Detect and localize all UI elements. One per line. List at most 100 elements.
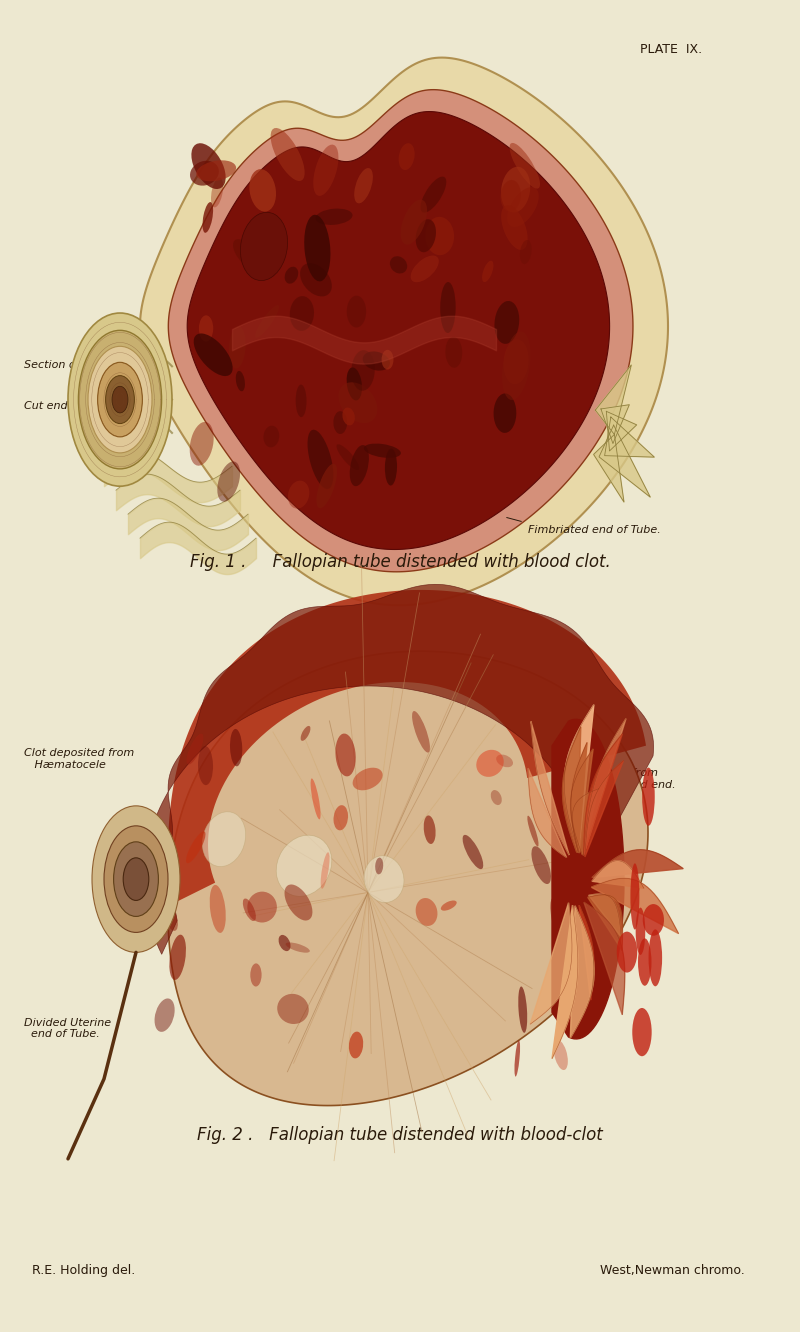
- Ellipse shape: [649, 930, 662, 986]
- Ellipse shape: [300, 264, 332, 297]
- Ellipse shape: [410, 256, 438, 282]
- Ellipse shape: [364, 855, 404, 903]
- Ellipse shape: [462, 835, 483, 870]
- Ellipse shape: [346, 296, 366, 328]
- Text: Fig. 2 .   Fallopian tube distended with blood-clot: Fig. 2 . Fallopian tube distended with b…: [197, 1126, 603, 1144]
- Ellipse shape: [229, 326, 246, 369]
- Ellipse shape: [296, 385, 306, 417]
- Polygon shape: [606, 412, 637, 452]
- Circle shape: [88, 346, 152, 453]
- Polygon shape: [531, 722, 569, 855]
- Ellipse shape: [321, 852, 330, 888]
- Ellipse shape: [286, 943, 310, 952]
- Ellipse shape: [236, 370, 245, 392]
- Ellipse shape: [496, 754, 513, 767]
- Text: Section of Tube.: Section of Tube.: [24, 360, 113, 370]
- Ellipse shape: [390, 256, 407, 273]
- Ellipse shape: [375, 858, 383, 874]
- Polygon shape: [592, 850, 683, 878]
- Ellipse shape: [354, 168, 373, 204]
- Ellipse shape: [315, 209, 353, 225]
- Ellipse shape: [170, 935, 186, 980]
- Ellipse shape: [349, 1031, 363, 1059]
- Ellipse shape: [520, 240, 532, 264]
- Text: Clot protruding from
 dilated fimbriated end.: Clot protruding from dilated fimbriated …: [544, 769, 676, 790]
- Polygon shape: [562, 727, 581, 852]
- Ellipse shape: [342, 408, 355, 425]
- Ellipse shape: [259, 236, 272, 262]
- Ellipse shape: [412, 711, 430, 753]
- Ellipse shape: [250, 169, 276, 212]
- Ellipse shape: [353, 767, 382, 790]
- Polygon shape: [552, 719, 624, 1039]
- Ellipse shape: [198, 746, 213, 785]
- Text: Fimbriated end of Tube.: Fimbriated end of Tube.: [528, 525, 661, 535]
- Ellipse shape: [191, 144, 226, 189]
- Ellipse shape: [424, 815, 436, 844]
- Ellipse shape: [554, 1040, 568, 1070]
- Polygon shape: [570, 906, 594, 1038]
- Ellipse shape: [250, 963, 262, 987]
- Ellipse shape: [255, 305, 279, 338]
- Polygon shape: [140, 57, 668, 605]
- Ellipse shape: [490, 790, 502, 805]
- Ellipse shape: [553, 831, 562, 847]
- Ellipse shape: [642, 767, 654, 826]
- Ellipse shape: [550, 898, 562, 936]
- Ellipse shape: [642, 904, 664, 936]
- Ellipse shape: [154, 999, 174, 1032]
- Ellipse shape: [285, 884, 313, 920]
- Polygon shape: [595, 365, 631, 434]
- Ellipse shape: [501, 166, 530, 212]
- Ellipse shape: [350, 445, 369, 486]
- Polygon shape: [530, 903, 572, 1024]
- Ellipse shape: [507, 186, 538, 226]
- Polygon shape: [583, 718, 626, 855]
- Ellipse shape: [155, 863, 172, 879]
- Ellipse shape: [307, 430, 334, 489]
- Polygon shape: [594, 434, 624, 502]
- Text: Clot stripped off to show
   peritoneal surface of Tube.: Clot stripped off to show peritoneal sur…: [320, 695, 480, 717]
- Ellipse shape: [186, 734, 203, 765]
- Ellipse shape: [270, 128, 305, 181]
- Ellipse shape: [494, 393, 516, 433]
- Ellipse shape: [416, 898, 438, 926]
- Ellipse shape: [531, 846, 551, 884]
- Polygon shape: [605, 417, 654, 457]
- Polygon shape: [144, 585, 654, 954]
- Polygon shape: [599, 425, 650, 497]
- Ellipse shape: [416, 220, 436, 252]
- Circle shape: [78, 330, 162, 469]
- Polygon shape: [584, 902, 625, 1015]
- Ellipse shape: [190, 422, 214, 466]
- Ellipse shape: [290, 296, 314, 330]
- Text: R.E. Holding del.: R.E. Holding del.: [32, 1264, 135, 1277]
- Ellipse shape: [476, 750, 504, 777]
- Ellipse shape: [202, 202, 213, 233]
- Ellipse shape: [421, 177, 446, 213]
- Text: PLATE  IX.: PLATE IX.: [640, 43, 702, 56]
- Circle shape: [123, 858, 149, 900]
- Ellipse shape: [278, 994, 309, 1024]
- Ellipse shape: [317, 464, 337, 509]
- Polygon shape: [571, 742, 587, 852]
- Ellipse shape: [638, 938, 651, 986]
- Polygon shape: [570, 749, 593, 852]
- Ellipse shape: [632, 1008, 652, 1056]
- Ellipse shape: [301, 726, 310, 741]
- Ellipse shape: [304, 214, 330, 281]
- Ellipse shape: [334, 412, 347, 434]
- Circle shape: [114, 842, 158, 916]
- Polygon shape: [588, 895, 622, 951]
- Ellipse shape: [382, 350, 394, 369]
- Text: Divided Uterine
  end of Tube.: Divided Uterine end of Tube.: [24, 1018, 111, 1039]
- Ellipse shape: [196, 160, 236, 181]
- Text: West,Newman chromo.: West,Newman chromo.: [600, 1264, 745, 1277]
- Ellipse shape: [501, 205, 527, 250]
- Ellipse shape: [276, 835, 332, 896]
- Ellipse shape: [502, 332, 530, 400]
- Polygon shape: [579, 906, 594, 1000]
- Polygon shape: [528, 769, 566, 858]
- Polygon shape: [187, 112, 610, 550]
- Ellipse shape: [288, 481, 310, 509]
